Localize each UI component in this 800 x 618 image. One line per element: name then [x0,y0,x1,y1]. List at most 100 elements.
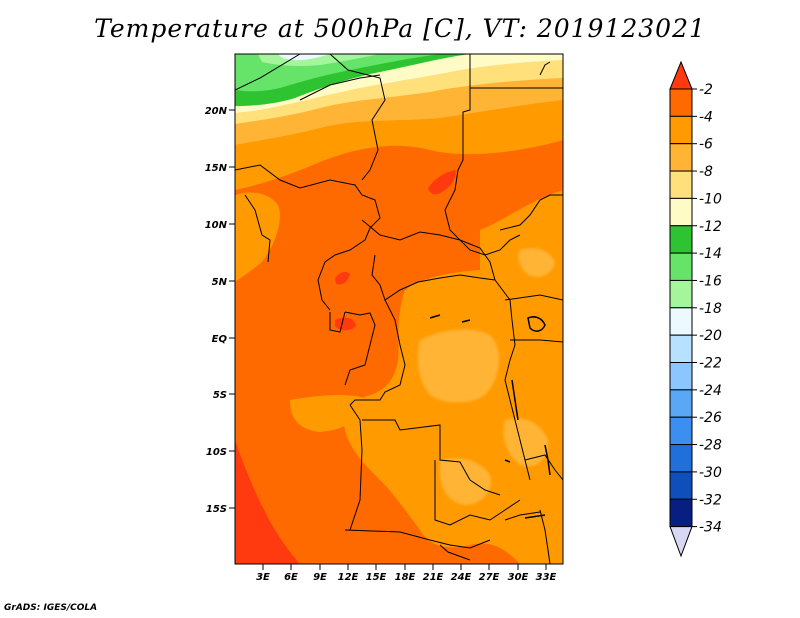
border-mozambique [539,509,551,564]
border-uganda-kenya [504,294,563,301]
lon-label-6E: 6E [284,572,298,583]
border-tanzania-north [510,339,563,343]
field-patch-2-c [335,317,356,331]
lon-axis: 3E 6E 9E 12E 15E 18E 21E 24E 27E 30E 33E [256,564,557,583]
country-borders [235,54,563,564]
colorbar-label: -34 [699,520,722,536]
lon-label-18E: 18E [395,572,416,583]
colorbar-swatch [669,197,693,227]
border-car-north [361,219,496,281]
colorbar-swatch [669,389,693,418]
lat-label-10N: 10N [205,220,228,231]
lon-label-15E: 15E [366,572,387,583]
field-patch-8-c [503,418,549,467]
border-zimbabwe [504,511,541,521]
lon-label-9E: 9E [313,572,327,583]
colorbar-label: -18 [699,301,722,317]
border-algeria-north [235,54,301,91]
colorbar-label: -20 [699,328,722,344]
colorbar-label: -6 [699,137,713,153]
chart-title: Temperature at 500hPa [C], VT: 201912302… [94,14,706,43]
lat-label-15S: 15S [206,504,227,515]
border-egypt-sudan [444,54,471,241]
colorbar-label: -28 [699,438,722,454]
field-band-6-west [235,192,280,282]
colorbar-label: -12 [699,219,722,235]
lat-label-5N: 5N [212,277,228,288]
lat-label-20N: 20N [205,106,228,117]
border-zambia [434,460,521,526]
colorbar-swatch [669,307,693,336]
colorbar-swatch [669,115,693,145]
colorbar-label: -24 [699,383,722,399]
colorbar-swatch [669,362,693,391]
lake-congo-a [429,314,441,319]
colorbar-swatch [669,88,693,117]
border-angola-west [349,404,363,531]
colorbar-swatch [669,170,693,199]
colorbar-swatch [669,143,693,172]
temperature-field [235,54,563,564]
field-patch-2-a [428,170,456,195]
border-red-sea-coast [539,61,551,76]
colorbar-swatch [669,252,693,281]
field-patch-8-a [417,329,500,403]
colorbar-bottom-triangle [669,526,693,558]
colorbar-label: -14 [699,246,722,262]
border-drc-east [494,279,531,481]
border-libya-chad [329,54,386,181]
lake-congo-b [461,319,471,323]
field-patch-8-b [439,458,491,505]
lon-label-30E: 30E [508,572,529,583]
colorbar-swatch [669,471,693,500]
field-band-20 [278,54,330,61]
border-angola-drc-south [362,419,501,496]
lon-label-3E: 3E [256,572,270,583]
colorbar-label: -4 [699,109,713,125]
lat-label-EQ: EQ [212,334,228,345]
lat-axis: 20N 15N 10N 5N EQ 5S 10S 15S [205,106,235,515]
colorbar-label: -16 [699,273,722,289]
lon-label-24E: 24E [451,572,472,583]
colorbar-swatch [669,225,693,254]
lon-label-27E: 27E [479,572,500,583]
lake-victoria [527,316,546,332]
border-south-sudan [459,234,521,256]
border-nigeria-cameroon [317,239,366,311]
border-niger-nigeria [235,164,381,241]
border-equatorial-guinea [329,311,346,333]
grads-credit: GrADS: IGES/COLA [4,603,98,613]
lat-label-10S: 10S [206,447,227,458]
colorbar-label: -26 [699,410,722,426]
field-patch-8-d [518,248,555,277]
colorbar-swatch [669,444,693,473]
border-botswana [439,544,471,561]
field-band-2-southwest [235,440,300,564]
lon-label-33E: 33E [536,572,557,583]
colorbar-label: -30 [699,465,722,481]
lake-kariba [504,459,511,463]
lat-label-5S: 5S [213,390,227,401]
colorbar-label: -10 [699,191,722,207]
colorbar-label: -32 [699,492,722,508]
border-benin [244,194,271,263]
lake-cahora [524,514,546,519]
colorbar-label: -8 [699,164,713,180]
lat-label-15N: 15N [205,163,228,174]
border-malawi [524,454,563,481]
colorbar: -2 -4 -6 -8 -10 -12 -14 -16 -18 -20 -22 -24 -26 -28 -3… [669,60,722,558]
colorbar-swatch [669,416,693,446]
colorbar-swatch [669,334,693,363]
colorbar-swatch [669,279,693,309]
border-angola-namibia [344,529,491,549]
lakes [429,314,551,519]
field-band-6-central [344,258,563,564]
border-niger-north [299,74,381,101]
border-car-south [371,254,496,301]
colorbar-swatch [669,498,693,528]
colorbar-label: -22 [699,356,722,372]
map-frame [234,53,564,565]
lon-label-12E: 12E [338,572,359,583]
lake-tanganyika [511,379,519,421]
